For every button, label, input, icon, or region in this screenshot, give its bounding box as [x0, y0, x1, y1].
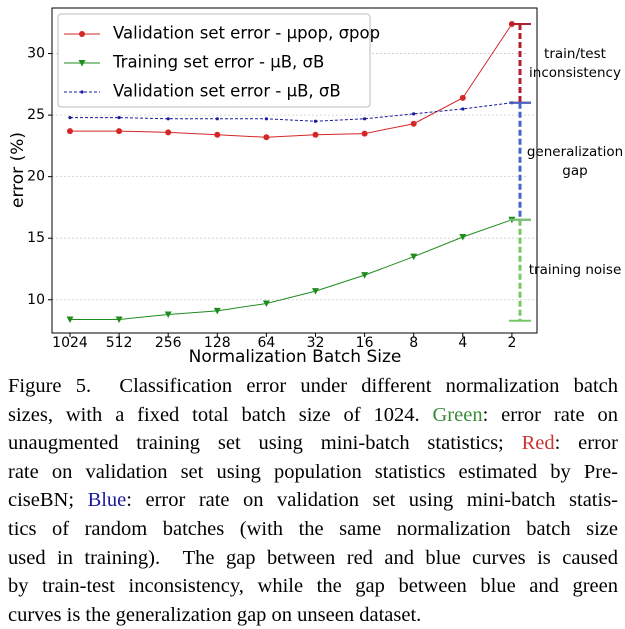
x-tick-label: 4 — [458, 335, 467, 351]
point — [410, 253, 418, 261]
caption-text: : error — [554, 432, 618, 455]
point — [459, 94, 466, 101]
caption-text: Blue — [87, 489, 127, 512]
caption-text: by train-test inconsistency, while the g… — [8, 575, 618, 598]
caption-text: used in training). The gap between red a… — [8, 546, 618, 569]
point — [79, 31, 85, 37]
x-tick-label: 32 — [307, 335, 325, 351]
point — [214, 131, 221, 138]
point — [361, 272, 369, 279]
caption-line: ciseBN; Blue: error rate on validation s… — [8, 486, 618, 515]
legend-label: Validation set error - μpop, σpop — [113, 24, 380, 43]
caption-line: curves is the generalization gap on unse… — [8, 601, 618, 629]
point — [166, 117, 170, 121]
y-tick-label: 10 — [27, 292, 45, 308]
annotation-label: gap — [562, 163, 587, 179]
point — [80, 90, 84, 94]
caption-text: curves is the generalization gap on unse… — [8, 603, 422, 626]
point — [263, 134, 270, 141]
caption-text: : error rate on — [482, 403, 618, 426]
legend-label: Training set error - μB, σB — [112, 53, 324, 72]
annotation-label: generalization — [527, 144, 623, 160]
caption-text: rate on validation set using population … — [8, 460, 618, 483]
point — [363, 117, 367, 121]
caption-text: : error rate on validation set using min… — [126, 489, 619, 512]
annotation-label: training noise — [529, 262, 622, 278]
point — [262, 300, 270, 307]
point — [361, 130, 368, 137]
caption-line: by train-test inconsistency, while the g… — [8, 572, 618, 601]
point — [461, 107, 465, 111]
y-axis-label: error (%) — [8, 132, 28, 208]
point — [165, 129, 172, 136]
point — [66, 316, 74, 323]
x-tick-label: 64 — [257, 335, 275, 351]
x-tick-label: 2 — [507, 335, 516, 351]
y-tick-label: 30 — [27, 46, 45, 62]
x-tick-label: 1024 — [52, 335, 88, 351]
caption-line: Figure 5. Classification error under dif… — [8, 372, 618, 401]
caption-text: tics of random batches (with the same no… — [8, 517, 618, 540]
series-line — [70, 23, 513, 138]
caption-line: sizes, with a fixed total batch size of … — [8, 401, 618, 430]
x-tick-label: 256 — [155, 335, 182, 351]
legend-box — [57, 13, 371, 108]
x-tick-label: 8 — [409, 335, 418, 351]
annotation-label: inconsistency — [529, 65, 621, 81]
caption-line: used in training). The gap between red a… — [8, 544, 618, 573]
x-tick-label: 16 — [356, 335, 374, 351]
series-line — [70, 219, 513, 320]
annotation-bg — [527, 43, 623, 84]
chart: error (%) Normalization Batch Size 10 15 2… — [8, 7, 623, 367]
y-tick-label: 25 — [27, 107, 45, 123]
point — [312, 131, 319, 138]
caption-text: Figure 5. Classification error under dif… — [8, 375, 618, 397]
caption-line: rate on validation set using population … — [8, 458, 618, 487]
point — [459, 233, 467, 241]
annotation-label: train/test — [544, 46, 606, 62]
point — [213, 307, 221, 315]
point — [412, 112, 416, 116]
annotation-bg — [527, 141, 623, 182]
caption-text: unaugmented training set using mini-batc… — [8, 432, 522, 455]
point — [117, 115, 121, 120]
series-line — [70, 102, 512, 122]
caption-line: tics of random batches (with the same no… — [8, 515, 618, 544]
caption-line: unaugmented training set using mini-batc… — [8, 429, 618, 458]
caption-text: Red — [521, 432, 555, 455]
caption: Figure 5. Classification error under dif… — [8, 372, 618, 629]
x-tick-label: 512 — [106, 335, 133, 351]
plot-frame — [51, 7, 538, 334]
point — [67, 128, 73, 135]
point — [215, 117, 219, 121]
point — [68, 115, 72, 120]
point — [264, 117, 268, 121]
point — [313, 119, 318, 123]
annotation-bg — [527, 260, 623, 281]
caption-text: sizes, with a fixed total batch size of … — [8, 403, 433, 426]
point — [410, 120, 417, 127]
y-tick-label: 15 — [27, 230, 45, 246]
caption-text: Green — [432, 403, 483, 426]
point — [78, 60, 86, 67]
point — [164, 311, 172, 319]
y-tick-label: 20 — [27, 169, 45, 185]
caption-text: ciseBN; — [8, 489, 88, 512]
x-axis-label: Normalization Batch Size — [189, 347, 402, 367]
point — [312, 288, 319, 295]
x-tick-label: 128 — [204, 335, 231, 351]
legend-label: Validation set error - μB, σB — [113, 82, 341, 101]
point — [116, 128, 123, 135]
point — [115, 316, 123, 323]
